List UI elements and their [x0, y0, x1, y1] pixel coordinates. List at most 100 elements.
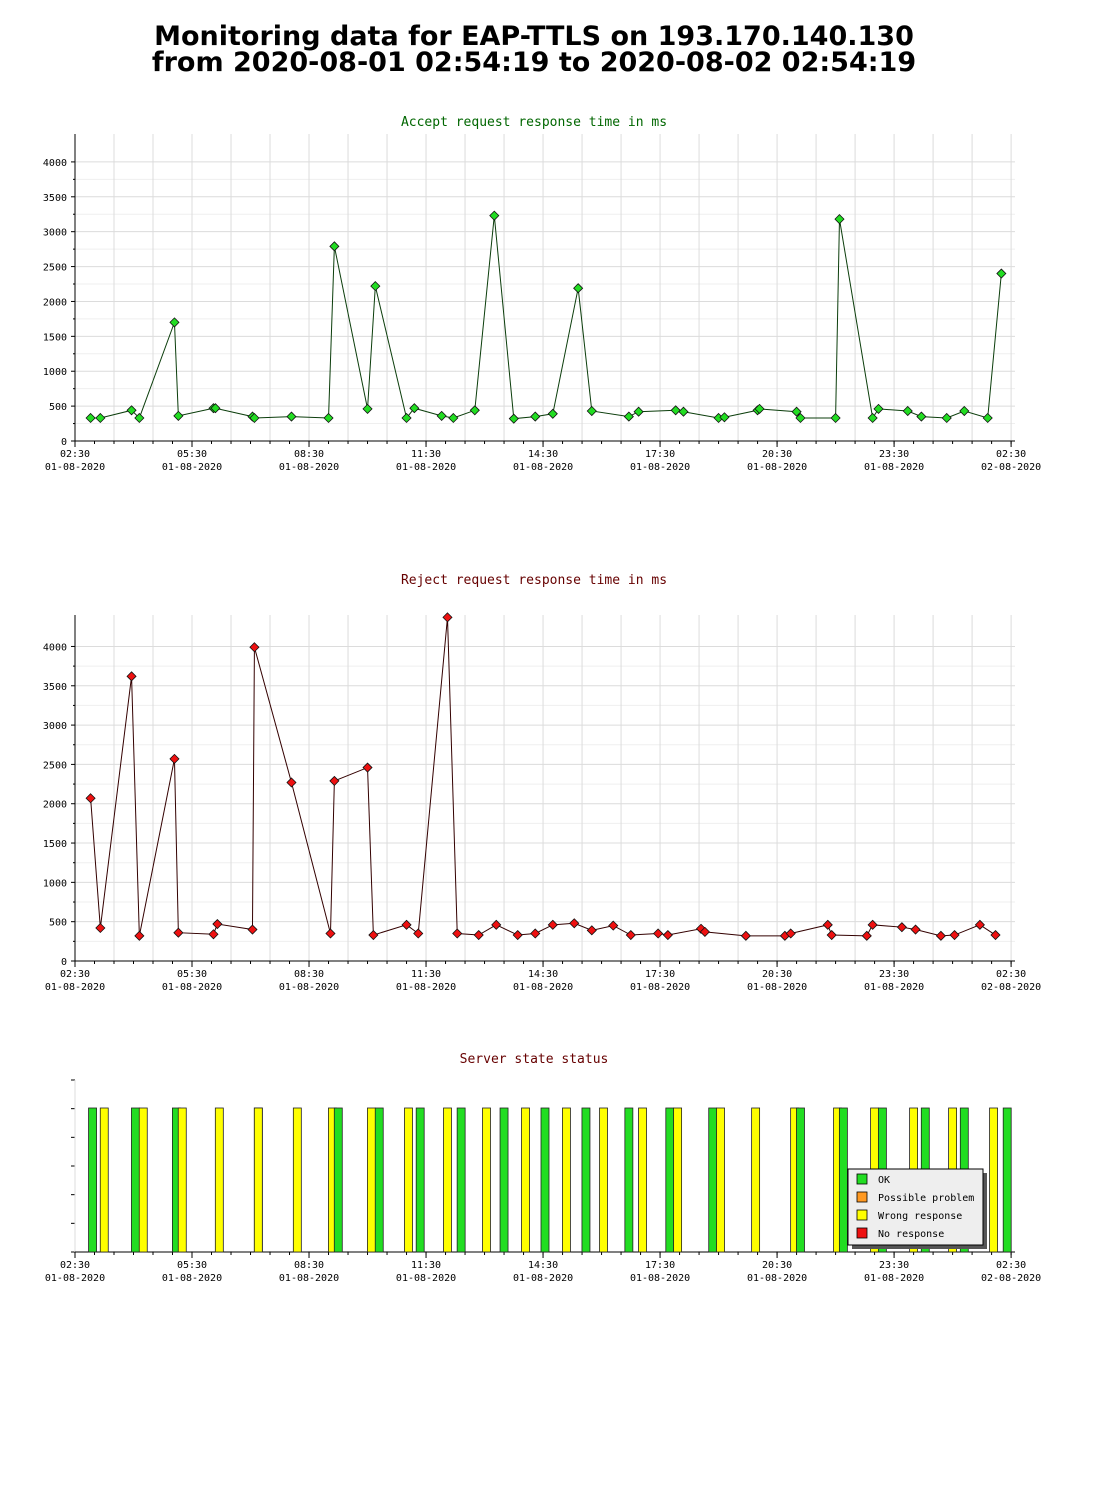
accept-data-point: [573, 283, 584, 294]
reject-data-point: [547, 919, 558, 930]
reject-data-point: [325, 928, 336, 939]
accept-data-point: [873, 403, 884, 414]
reject-data-point: [785, 928, 796, 939]
reject-x-tick-date: 01-08-2020: [630, 982, 690, 993]
status-x-tick-date: 01-08-2020: [864, 1273, 924, 1284]
reject-chart-title: Reject request response time in ms: [401, 573, 667, 588]
reject-data-point: [473, 929, 484, 941]
reject-data-point: [85, 793, 96, 804]
reject-x-tick-label: 17:30: [645, 969, 675, 980]
accept-data-point: [754, 403, 765, 414]
accept-data-point: [329, 241, 340, 252]
reject-x-tick-label: 23:30: [879, 969, 909, 980]
accept-y-tick-label: 3000: [43, 228, 67, 239]
accept-data-point: [719, 412, 730, 423]
legend-swatch: [856, 1173, 868, 1185]
legend-swatch: [856, 1191, 868, 1203]
status-x-tick-label: 14:30: [528, 1260, 558, 1271]
reject-x-tick-label: 02:30: [60, 969, 90, 980]
accept-y-tick-label: 2000: [43, 297, 67, 308]
reject-data-point: [413, 928, 424, 939]
status-bar: [838, 1107, 848, 1253]
reject-data-point: [990, 929, 1001, 941]
status-bar: [624, 1107, 634, 1253]
status-x-tick-label: 17:30: [645, 1260, 675, 1271]
accept-data-point: [134, 412, 145, 424]
accept-x-tick-label: 11:30: [411, 449, 441, 460]
reject-data-point: [329, 775, 340, 786]
reject-data-point: [247, 924, 258, 935]
status-x-tick-label: 02:30: [996, 1260, 1026, 1271]
accept-data-point: [791, 406, 802, 417]
accept-data-point: [982, 412, 993, 424]
reject-y-tick-label: 2500: [43, 760, 67, 771]
legend-swatch: [856, 1209, 868, 1221]
status-bar: [333, 1107, 343, 1253]
accept-x-tick-date: 01-08-2020: [513, 462, 573, 473]
reject-data-point: [586, 925, 597, 936]
accept-data-point: [401, 412, 412, 424]
status-bar: [99, 1107, 109, 1253]
reject-data-point: [662, 929, 673, 941]
reject-x-tick-date: 01-08-2020: [279, 982, 339, 993]
accept-y-tick-label: 1500: [43, 332, 67, 343]
accept-data-point: [370, 281, 381, 292]
accept-data-point: [959, 405, 970, 417]
accept-x-tick-label: 23:30: [879, 449, 909, 460]
reject-data-point: [512, 929, 523, 941]
status-x-tick-label: 11:30: [411, 1260, 441, 1271]
legend-label: Wrong response: [878, 1211, 962, 1222]
accept-data-point: [623, 411, 634, 422]
accept-x-tick-date: 01-08-2020: [864, 462, 924, 473]
status-bar: [404, 1107, 413, 1253]
accept-data-point: [902, 405, 913, 417]
reject-x-tick-label: 11:30: [411, 969, 441, 980]
reject-x-tick-date: 01-08-2020: [162, 982, 222, 993]
reject-y-tick-label: 0: [61, 957, 67, 968]
status-chart-title: Server state status: [460, 1052, 609, 1067]
accept-x-tick-date: 01-08-2020: [747, 462, 807, 473]
status-x-tick-date: 01-08-2020: [45, 1273, 105, 1284]
status-bar: [482, 1107, 491, 1253]
accept-data-point: [996, 268, 1007, 279]
reject-x-tick-date: 01-08-2020: [864, 982, 924, 993]
page-title-line1: Monitoring data for EAP-TTLS on 193.170.…: [154, 21, 914, 52]
accept-x-tick-label: 05:30: [177, 449, 207, 460]
status-x-tick-date: 01-08-2020: [747, 1273, 807, 1284]
reject-data-point: [625, 929, 636, 941]
reject-data-point: [699, 926, 710, 937]
page-title: Monitoring data for EAP-TTLS on 193.170.…: [0, 21, 1068, 78]
accept-data-point: [633, 406, 644, 417]
reject-data-point: [212, 918, 223, 930]
status-bar: [751, 1107, 761, 1253]
status-bar: [581, 1107, 591, 1253]
accept-x-tick-label: 20:30: [762, 449, 792, 460]
reject-data-point: [861, 930, 872, 941]
accept-data-point: [834, 214, 845, 225]
accept-x-tick-label: 14:30: [528, 449, 558, 460]
reject-data-point: [452, 928, 463, 939]
status-bar: [292, 1107, 302, 1253]
reject-data-point: [208, 929, 219, 940]
accept-data-point: [795, 412, 806, 424]
accept-data-point: [362, 403, 373, 414]
status-bar: [138, 1107, 148, 1253]
reject-x-tick-label: 08:30: [294, 969, 324, 980]
accept-x-tick-label: 02:30: [996, 449, 1026, 460]
status-x-tick-label: 20:30: [762, 1260, 792, 1271]
status-x-tick-date: 01-08-2020: [279, 1273, 339, 1284]
page-title-line2: from 2020-08-01 02:54:19 to 2020-08-02 0…: [151, 47, 917, 78]
status-bar: [540, 1107, 550, 1253]
reject-data-point: [822, 919, 833, 930]
reject-data-point: [910, 924, 921, 935]
status-bar: [177, 1107, 187, 1253]
accept-data-point: [670, 405, 681, 416]
reject-response-chart: Reject request response time in ms02:300…: [43, 573, 1041, 993]
accept-data-point: [941, 412, 952, 424]
accept-y-tick-label: 2500: [43, 263, 67, 274]
legend-label: OK: [878, 1175, 890, 1186]
reject-data-point: [286, 777, 297, 788]
status-bar: [499, 1107, 509, 1253]
reject-data-point: [362, 762, 373, 773]
status-x-tick-date: 01-08-2020: [396, 1273, 456, 1284]
